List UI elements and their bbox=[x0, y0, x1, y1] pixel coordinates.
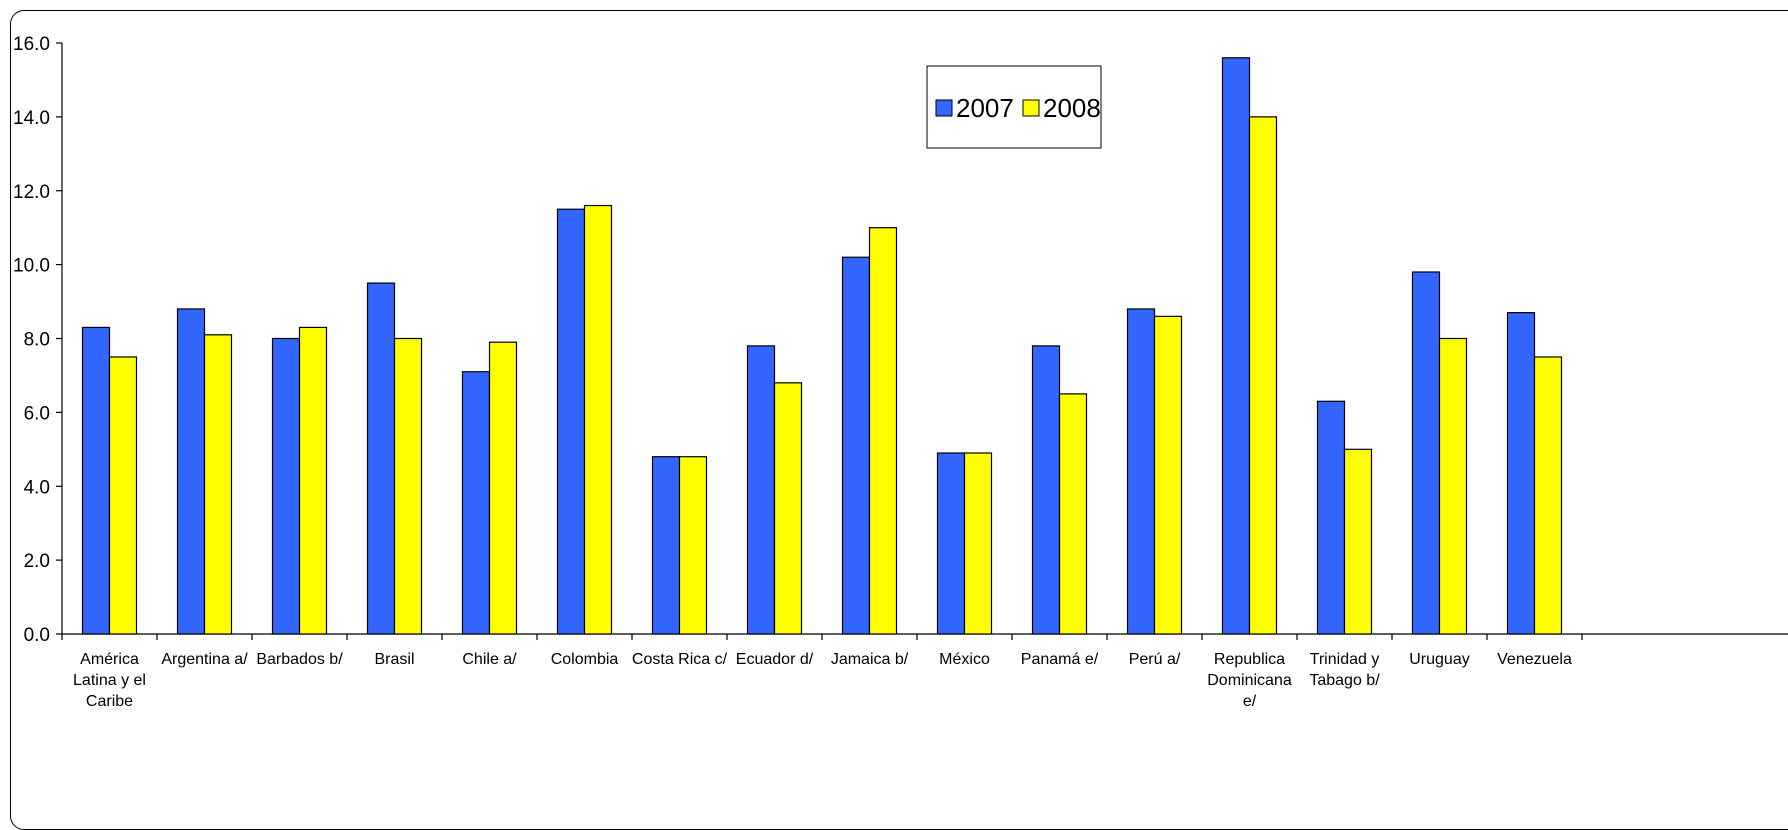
chart-legend: 2007 2008 bbox=[926, 65, 1102, 149]
bar-2008 bbox=[773, 382, 803, 635]
bar-2007 bbox=[461, 371, 491, 635]
bar-2007 bbox=[556, 208, 586, 635]
bar-2008 bbox=[583, 204, 613, 635]
bar-2007 bbox=[366, 282, 396, 635]
bar-2008 bbox=[203, 334, 233, 635]
bar-2007 bbox=[1221, 57, 1251, 635]
y-tick-label: 8.0 bbox=[24, 330, 50, 351]
category-label: América bbox=[80, 651, 139, 668]
bar-2008 bbox=[868, 227, 898, 635]
bar-2007 bbox=[1031, 345, 1061, 635]
category-label: Barbados b/ bbox=[256, 651, 343, 668]
bar-2007 bbox=[271, 337, 301, 635]
category-label: Tabago b/ bbox=[1309, 672, 1380, 689]
bar-2007 bbox=[1506, 312, 1536, 635]
y-tick-label: 14.0 bbox=[13, 108, 50, 129]
bar-2007 bbox=[1411, 271, 1441, 635]
legend-swatch bbox=[1022, 99, 1040, 117]
category-label: Trinidad y bbox=[1310, 651, 1380, 668]
bar-2007 bbox=[841, 256, 871, 635]
bar-2007 bbox=[936, 452, 966, 635]
bar-2008 bbox=[108, 356, 138, 635]
bar-2007 bbox=[1316, 400, 1346, 635]
y-tick-label: 4.0 bbox=[24, 477, 50, 498]
bar-2008 bbox=[1438, 337, 1468, 635]
bar-2008 bbox=[678, 456, 708, 635]
y-tick-label: 2.0 bbox=[24, 551, 50, 572]
bar-2007 bbox=[1126, 308, 1156, 635]
legend-label: 2008 bbox=[1043, 93, 1101, 123]
category-label: Venezuela bbox=[1497, 651, 1572, 668]
y-tick-label: 0.0 bbox=[24, 625, 50, 646]
bar-2008 bbox=[1343, 448, 1373, 635]
bar-2008 bbox=[488, 341, 518, 635]
category-label: Costa Rica c/ bbox=[632, 651, 728, 668]
bar-2008 bbox=[1248, 116, 1278, 635]
chart-axes: 0.0 2.0 4.0 6.0 8.0 10.0 12.0 14.0 16.0 bbox=[13, 34, 1788, 646]
bar-2007 bbox=[651, 456, 681, 635]
y-tick-label: 6.0 bbox=[24, 403, 50, 424]
category-label: Latina y el bbox=[73, 672, 146, 689]
y-tick-label: 16.0 bbox=[13, 34, 50, 55]
category-label: Uruguay bbox=[1409, 651, 1469, 668]
bar-2008 bbox=[1153, 315, 1183, 635]
category-label: Jamaica b/ bbox=[831, 651, 909, 668]
y-tick-label: 12.0 bbox=[13, 182, 50, 203]
category-label: Argentina a/ bbox=[161, 651, 248, 668]
category-label: Dominicana bbox=[1207, 672, 1292, 689]
category-label: Chile a/ bbox=[462, 651, 517, 668]
category-label: Caribe bbox=[86, 693, 133, 710]
chart-bars bbox=[81, 57, 1563, 635]
bar-2008 bbox=[1058, 393, 1088, 635]
y-tick-label: 10.0 bbox=[13, 256, 50, 277]
bar-2008 bbox=[298, 326, 328, 635]
bar-chart: 0.0 2.0 4.0 6.0 8.0 10.0 12.0 14.0 16.0 América L… bbox=[13, 34, 1788, 710]
bar-2008 bbox=[1533, 356, 1563, 635]
category-label: Brasil bbox=[374, 651, 414, 668]
category-label: Perú a/ bbox=[1129, 651, 1181, 668]
bar-2008 bbox=[963, 452, 993, 635]
category-label: e/ bbox=[1243, 693, 1257, 710]
category-label: Colombia bbox=[551, 651, 619, 668]
legend-label: 2007 bbox=[956, 93, 1014, 123]
category-label: Republica bbox=[1214, 651, 1285, 668]
bar-2008 bbox=[393, 337, 423, 635]
bar-2007 bbox=[81, 326, 111, 635]
bar-2007 bbox=[746, 345, 776, 635]
legend-swatch bbox=[935, 99, 953, 117]
bar-2007 bbox=[176, 308, 206, 635]
legend-box bbox=[926, 65, 1102, 149]
category-label: México bbox=[939, 651, 990, 668]
category-label: Panamá e/ bbox=[1021, 651, 1099, 668]
category-labels: América Latina y el Caribe Argentina a/Barb… bbox=[73, 651, 1572, 710]
category-label: Ecuador d/ bbox=[736, 651, 814, 668]
